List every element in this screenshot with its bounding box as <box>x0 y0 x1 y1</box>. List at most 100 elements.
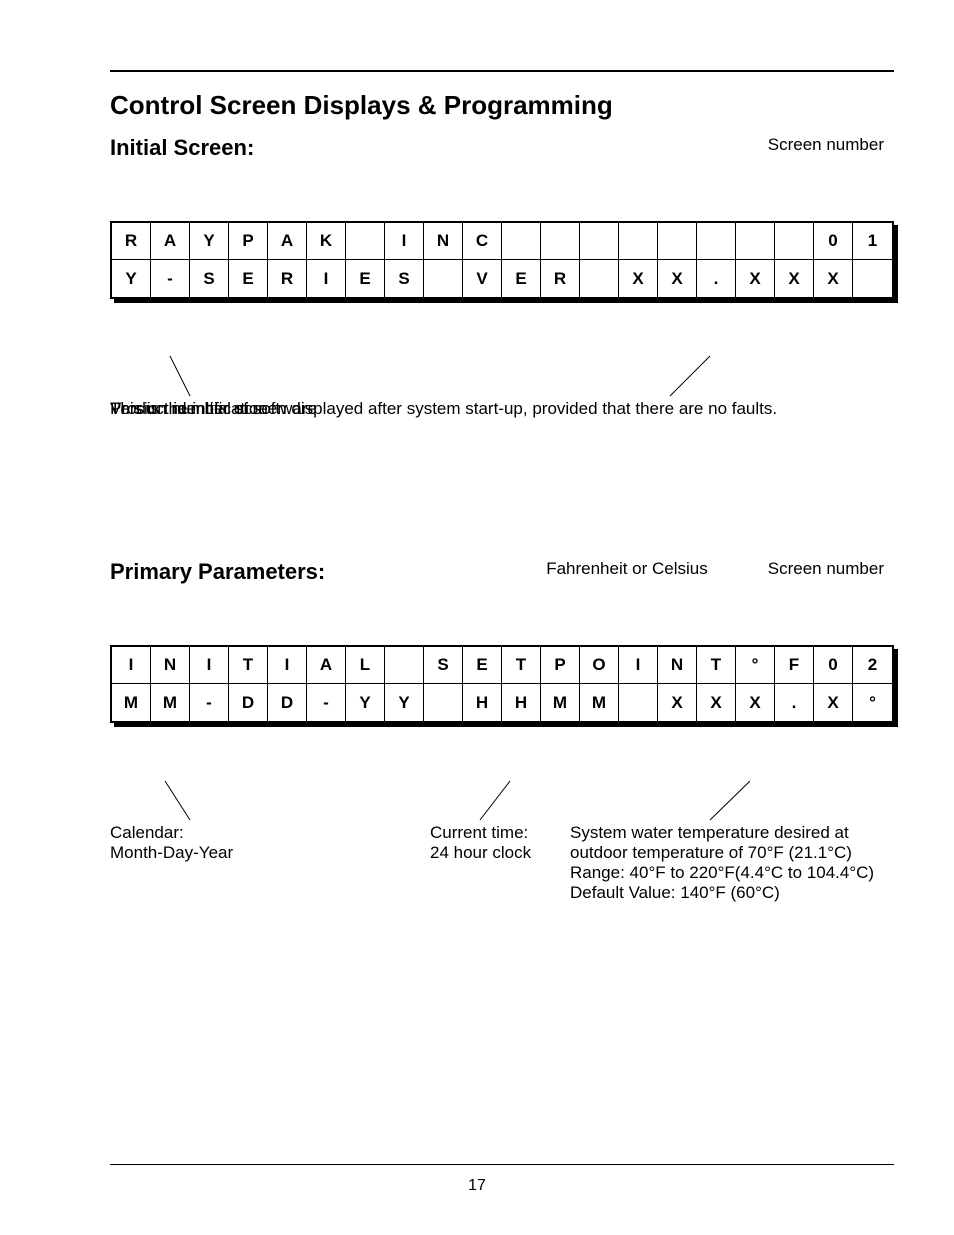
lcd-cell: R <box>112 223 151 260</box>
lcd-cell: - <box>307 684 346 721</box>
lcd-cell: X <box>736 260 775 297</box>
lcd-cell: A <box>307 647 346 684</box>
lcd-cell: C <box>463 223 502 260</box>
section1-heading: Initial Screen: <box>110 135 254 161</box>
lcd-cell: H <box>463 684 502 721</box>
lcd-cell <box>541 223 580 260</box>
lcd-cell: I <box>385 223 424 260</box>
lcd-cell: X <box>814 684 853 721</box>
lcd-cell: E <box>229 260 268 297</box>
lcd-cell <box>580 260 619 297</box>
lcd-cell: R <box>541 260 580 297</box>
lcd-cell: X <box>736 684 775 721</box>
section1-header: Initial Screen: Screen number <box>110 135 894 161</box>
lcd-cell: T <box>502 647 541 684</box>
section1-lcd-wrap: RAYPAKINC01Y-SERIESVERXX.XXX <box>110 221 894 299</box>
lcd-cell: I <box>619 647 658 684</box>
lcd-cell: H <box>502 684 541 721</box>
lcd-cell <box>853 260 892 297</box>
lcd-cell: X <box>697 684 736 721</box>
lcd-cell <box>736 223 775 260</box>
lcd-cell <box>697 223 736 260</box>
page-number: 17 <box>0 1177 954 1195</box>
spacer <box>110 419 894 559</box>
lcd-cell: S <box>424 647 463 684</box>
section2-block: INITIALSETPOINT°F02MM-DD-YYHHMMXXX.X° Ca… <box>110 645 894 723</box>
lcd-cell: E <box>502 260 541 297</box>
lcd-cell: M <box>112 684 151 721</box>
section1-block: RAYPAKINC01Y-SERIESVERXX.XXX Product ide… <box>110 221 894 299</box>
lcd-cell <box>346 223 385 260</box>
section2-lcd-wrap: INITIALSETPOINT°F02MM-DD-YYHHMMXXX.X° <box>110 645 894 723</box>
lcd-cell: N <box>151 647 190 684</box>
lcd-cell: D <box>268 684 307 721</box>
lcd-cell <box>619 223 658 260</box>
lcd-cell <box>424 684 463 721</box>
lcd-cell: I <box>190 647 229 684</box>
section2-grid: INITIALSETPOINT°F02MM-DD-YYHHMMXXX.X° <box>110 645 894 723</box>
lcd-cell: ° <box>853 684 892 721</box>
screen-number-label-1: Screen number <box>768 135 884 155</box>
lcd-cell: 0 <box>814 223 853 260</box>
lcd-cell: X <box>775 260 814 297</box>
lcd-cell: X <box>619 260 658 297</box>
top-rule <box>110 70 894 72</box>
lcd-cell: A <box>151 223 190 260</box>
lcd-cell: P <box>229 223 268 260</box>
lcd-cell <box>385 647 424 684</box>
lcd-cell: R <box>268 260 307 297</box>
lcd-cell: V <box>463 260 502 297</box>
section2-lcd: INITIALSETPOINT°F02MM-DD-YYHHMMXXX.X° <box>110 645 894 723</box>
lcd-cell: 1 <box>853 223 892 260</box>
lcd-cell: N <box>424 223 463 260</box>
lcd-cell: Y <box>346 684 385 721</box>
document-page: Control Screen Displays & Programming In… <box>0 0 954 1235</box>
lcd-cell: 2 <box>853 647 892 684</box>
lcd-cell: D <box>229 684 268 721</box>
lcd-cell <box>619 684 658 721</box>
lcd-cell: F <box>775 647 814 684</box>
section2-header: Primary Parameters: Fahrenheit or Celsiu… <box>110 559 894 585</box>
lcd-cell: X <box>658 684 697 721</box>
lcd-cell: I <box>307 260 346 297</box>
lcd-cell: Y <box>112 260 151 297</box>
lcd-cell: Y <box>385 684 424 721</box>
lcd-cell: M <box>580 684 619 721</box>
lcd-cell: I <box>268 647 307 684</box>
lcd-cell <box>424 260 463 297</box>
calendar-label: Calendar: Month-Day-Year <box>110 823 233 863</box>
lcd-cell: X <box>658 260 697 297</box>
lcd-cell: - <box>190 684 229 721</box>
lcd-cell: T <box>697 647 736 684</box>
bottom-rule <box>110 1164 894 1165</box>
time-label: Current time: 24 hour clock <box>430 823 531 863</box>
lcd-cell: O <box>580 647 619 684</box>
fc-label: Fahrenheit or Celsius <box>546 559 708 579</box>
lcd-cell <box>658 223 697 260</box>
lcd-cell: S <box>190 260 229 297</box>
lcd-cell: . <box>697 260 736 297</box>
lcd-cell: N <box>658 647 697 684</box>
lcd-cell: ° <box>736 647 775 684</box>
version-label: Version number of software <box>110 399 317 419</box>
lcd-cell: - <box>151 260 190 297</box>
lcd-cell: I <box>112 647 151 684</box>
lcd-cell: S <box>385 260 424 297</box>
temp-label: System water temperature desired at outd… <box>570 823 874 903</box>
lcd-cell: E <box>463 647 502 684</box>
lcd-cell: X <box>814 260 853 297</box>
screen-number-label-2: Screen number <box>768 559 884 579</box>
lcd-cell: Y <box>190 223 229 260</box>
page-title: Control Screen Displays & Programming <box>110 90 894 121</box>
lcd-cell: . <box>775 684 814 721</box>
lcd-cell: M <box>151 684 190 721</box>
lcd-cell: L <box>346 647 385 684</box>
section1-lcd: RAYPAKINC01Y-SERIESVERXX.XXX <box>110 221 894 299</box>
lcd-cell <box>580 223 619 260</box>
lcd-cell: A <box>268 223 307 260</box>
lcd-cell: M <box>541 684 580 721</box>
lcd-cell <box>775 223 814 260</box>
section2-heading: Primary Parameters: <box>110 559 325 585</box>
lcd-cell: 0 <box>814 647 853 684</box>
section1-grid: RAYPAKINC01Y-SERIESVERXX.XXX <box>110 221 894 299</box>
